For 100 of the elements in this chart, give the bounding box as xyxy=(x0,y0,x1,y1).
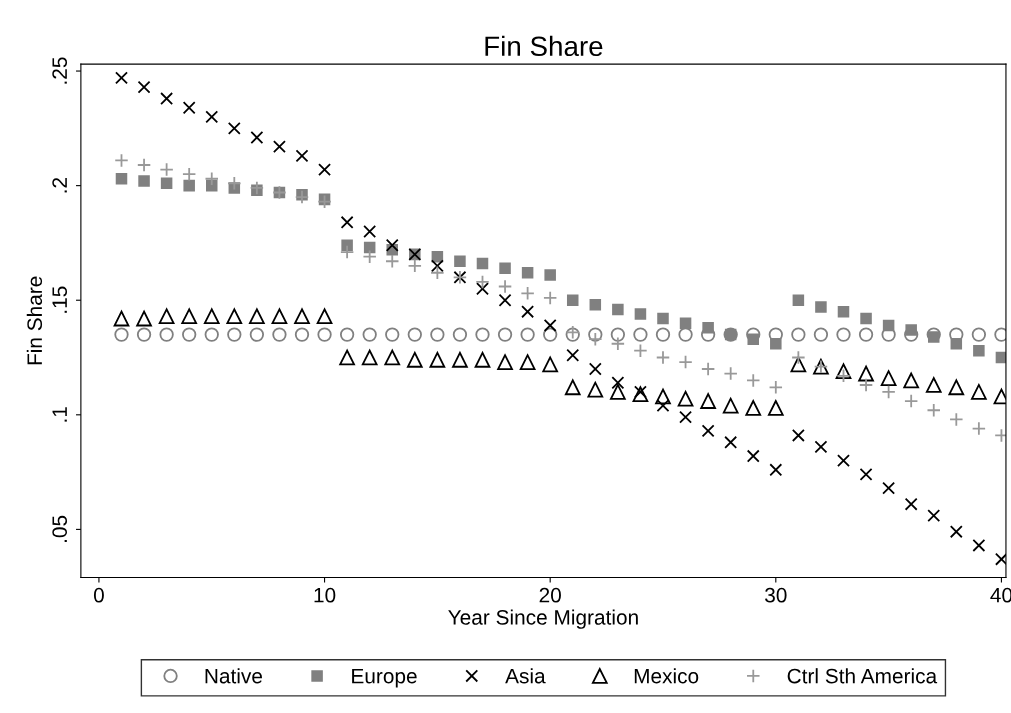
point xyxy=(452,327,468,342)
point xyxy=(701,424,715,438)
point xyxy=(814,440,828,454)
point xyxy=(271,308,288,325)
point xyxy=(633,343,648,358)
point xyxy=(836,327,851,342)
point xyxy=(226,308,243,325)
x-tick-label: 30 xyxy=(765,587,787,603)
point xyxy=(203,308,220,325)
point xyxy=(542,356,559,373)
point xyxy=(113,310,130,327)
point xyxy=(474,351,491,368)
point xyxy=(227,176,242,191)
point xyxy=(927,509,941,523)
point xyxy=(722,397,739,414)
point xyxy=(678,327,693,342)
point xyxy=(137,80,151,94)
point xyxy=(746,449,760,463)
point xyxy=(385,327,400,342)
point xyxy=(115,71,128,85)
point xyxy=(205,179,218,192)
point xyxy=(880,370,897,386)
point xyxy=(925,377,942,393)
point xyxy=(791,350,806,365)
legend-label: Native xyxy=(205,668,262,684)
point xyxy=(813,327,829,342)
y-tick-label: .15 xyxy=(52,286,68,313)
point xyxy=(316,308,333,325)
point xyxy=(589,299,602,311)
point xyxy=(476,257,489,270)
y-tick-label: .1 xyxy=(52,407,67,422)
point xyxy=(295,149,309,163)
point xyxy=(158,308,175,325)
point xyxy=(475,274,490,290)
point xyxy=(160,92,174,106)
point xyxy=(294,327,310,342)
point xyxy=(136,310,152,327)
point xyxy=(971,384,987,400)
point xyxy=(430,265,445,280)
point xyxy=(678,354,693,370)
point xyxy=(679,410,693,424)
point xyxy=(926,403,941,418)
legend-label: Europe xyxy=(352,668,417,688)
point xyxy=(430,327,445,342)
point xyxy=(204,171,219,186)
point xyxy=(679,317,692,329)
point xyxy=(723,366,738,381)
point xyxy=(566,348,580,362)
point xyxy=(634,308,647,320)
point xyxy=(746,373,761,388)
point xyxy=(519,354,536,370)
point xyxy=(182,101,196,115)
point xyxy=(520,327,535,342)
point xyxy=(543,318,557,332)
point xyxy=(294,189,310,205)
point xyxy=(770,338,782,350)
point xyxy=(136,327,152,342)
point xyxy=(677,390,694,407)
y-tick-label: .2 xyxy=(52,177,67,193)
point xyxy=(610,336,626,351)
point xyxy=(633,327,648,342)
point xyxy=(227,327,242,342)
point xyxy=(948,379,965,396)
point xyxy=(702,321,714,334)
point xyxy=(430,259,444,273)
point xyxy=(949,412,964,427)
point xyxy=(612,303,624,316)
point xyxy=(903,372,920,389)
x-tick-label: 10 xyxy=(314,587,336,603)
point xyxy=(724,435,738,449)
point xyxy=(655,350,671,365)
point xyxy=(950,338,963,350)
point xyxy=(181,308,198,325)
x-tick-label: 20 xyxy=(539,587,561,603)
point xyxy=(700,393,716,409)
point xyxy=(318,163,332,177)
point xyxy=(768,380,783,395)
point xyxy=(521,266,534,279)
point xyxy=(205,110,219,124)
point xyxy=(973,344,985,357)
point xyxy=(498,293,512,307)
point xyxy=(837,305,850,318)
point xyxy=(497,279,513,294)
point xyxy=(610,327,626,342)
point xyxy=(339,244,355,260)
point xyxy=(972,538,986,552)
point xyxy=(860,312,872,325)
point xyxy=(881,384,896,400)
point xyxy=(317,327,332,342)
point xyxy=(656,399,670,413)
point xyxy=(792,294,805,306)
point xyxy=(633,385,647,399)
point xyxy=(475,327,490,342)
point xyxy=(858,365,874,382)
point xyxy=(543,327,558,342)
point xyxy=(655,327,671,342)
point xyxy=(183,179,195,192)
legend-label: Ctrl Sth America xyxy=(787,668,938,684)
point xyxy=(859,467,873,481)
point xyxy=(363,225,377,238)
